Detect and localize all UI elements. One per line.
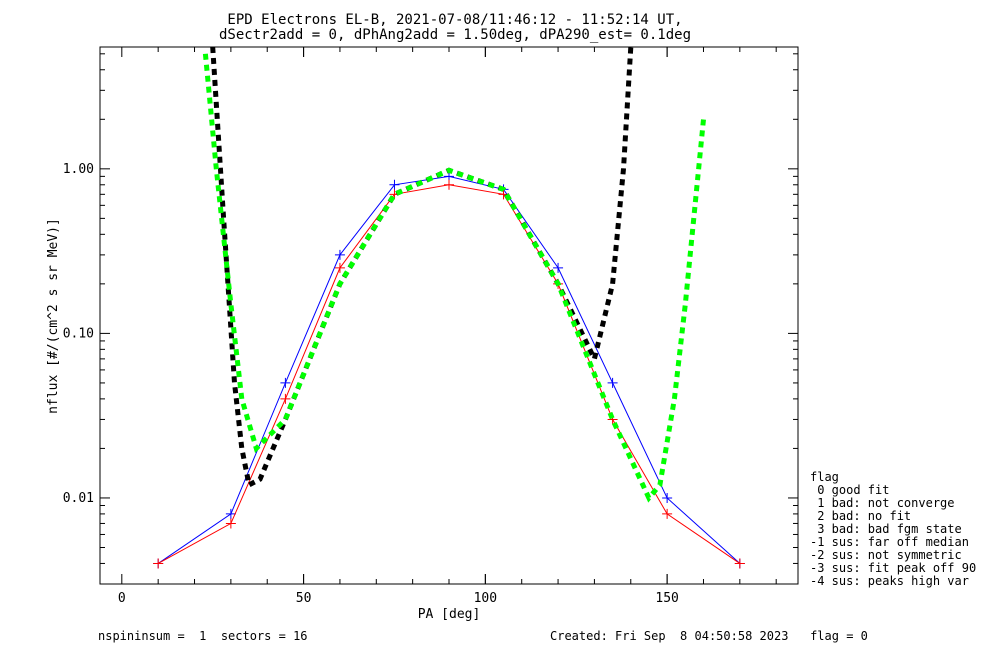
x-tick-label: 150 — [655, 591, 678, 606]
chart-subtitle: dSectr2add = 0, dPhAng2add = 1.50deg, dP… — [219, 27, 691, 43]
data-point — [225, 508, 236, 519]
data-point — [334, 262, 345, 273]
legend-entry: 0 good fit — [810, 483, 889, 497]
legend-entry: 1 bad: not converge — [810, 496, 955, 510]
data-point — [334, 249, 345, 260]
x-axis-label: PA [deg] — [418, 607, 481, 622]
fit-curve-2 — [210, 47, 634, 489]
x-tick-label: 100 — [474, 591, 497, 606]
legend-entry: -2 sus: not symmetric — [810, 548, 962, 562]
data-point — [662, 508, 673, 519]
y-axis-label: nflux [#/(cm^2 s sr MeV)] — [46, 218, 61, 414]
x-tick-label: 0 — [118, 591, 126, 606]
legend-entry: 2 bad: no fit — [810, 509, 911, 523]
y-tick-label: 1.00 — [63, 162, 94, 177]
data-point — [280, 393, 291, 404]
footer-right: Created: Fri Sep 8 04:50:58 2023 flag = … — [550, 629, 868, 643]
plot-area — [153, 47, 745, 569]
fit-curve-3 — [202, 53, 706, 503]
flag-legend: flag 0 good fit 1 bad: not converge 2 ba… — [810, 470, 976, 588]
legend-entry: 3 bad: bad fgm state — [810, 522, 962, 536]
x-tick-label: 50 — [296, 591, 312, 606]
series-line-0 — [157, 175, 741, 564]
data-point — [553, 262, 564, 273]
data-point — [607, 377, 618, 388]
legend-entry: -4 sus: peaks high var — [810, 574, 969, 588]
data-point — [153, 558, 164, 569]
y-tick-label: 0.10 — [63, 326, 94, 341]
plot-frame — [99, 46, 799, 585]
data-layer — [153, 47, 745, 569]
footer-left: nspininsum = 1 sectors = 16 — [98, 629, 308, 643]
series-line-1 — [157, 184, 741, 564]
chart-title: EPD Electrons EL-B, 2021-07-08/11:46:12 … — [227, 12, 682, 28]
legend-entry: -3 sus: fit peak off 90 — [810, 561, 976, 575]
data-point — [225, 518, 236, 529]
data-point — [280, 377, 291, 388]
data-point — [662, 492, 673, 503]
data-point — [389, 179, 400, 190]
data-point — [444, 179, 454, 190]
data-point — [734, 558, 745, 569]
legend-title: flag — [810, 470, 839, 484]
legend-entry: -1 sus: far off median — [810, 535, 969, 549]
y-tick-label: 0.01 — [63, 491, 94, 506]
axes-layer: 0 50 100 150 0.01 0.10 1.00 — [63, 46, 799, 606]
